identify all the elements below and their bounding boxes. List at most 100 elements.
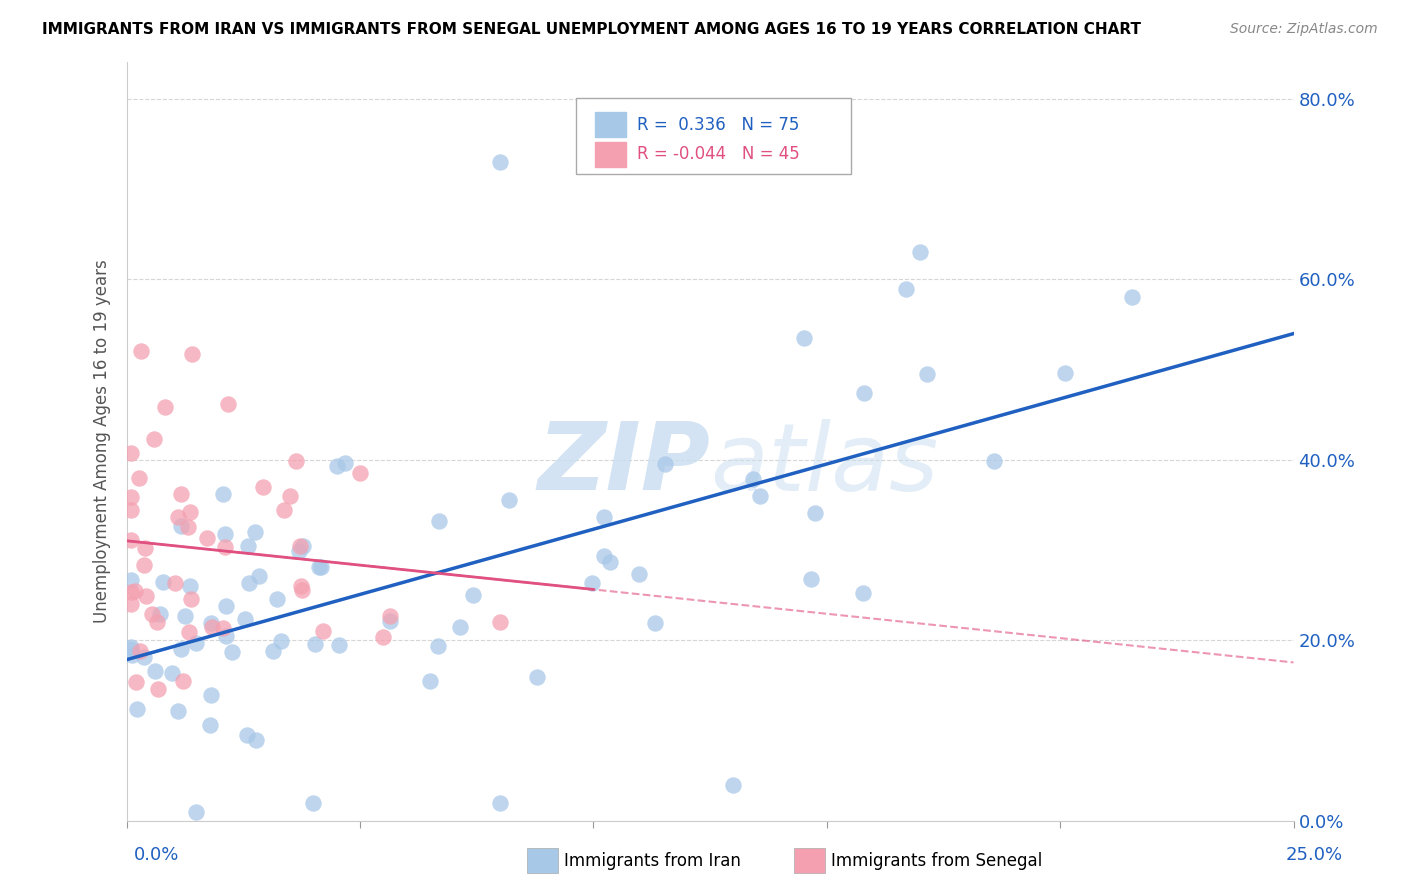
- Point: [211, 487, 233, 501]
- Point: [181, 347, 204, 361]
- Point: [167, 704, 190, 718]
- Point: [288, 544, 311, 558]
- Point: [599, 555, 621, 569]
- Point: [163, 575, 186, 590]
- Point: [292, 539, 315, 553]
- Point: [723, 778, 745, 792]
- Point: [309, 559, 332, 574]
- Point: [894, 282, 917, 296]
- Point: [742, 472, 765, 486]
- Point: [221, 645, 243, 659]
- Point: [135, 589, 157, 603]
- Point: [120, 584, 142, 599]
- Point: [177, 520, 200, 534]
- Point: [304, 637, 326, 651]
- Point: [128, 644, 150, 658]
- Text: Immigrants from Iran: Immigrants from Iran: [564, 852, 741, 870]
- Point: [238, 539, 260, 553]
- Point: [179, 625, 201, 640]
- Point: [184, 805, 207, 819]
- Point: [201, 620, 224, 634]
- Point: [627, 567, 650, 582]
- Point: [302, 796, 325, 810]
- Point: [1053, 366, 1076, 380]
- Point: [245, 733, 267, 747]
- Point: [308, 559, 330, 574]
- Point: [266, 591, 288, 606]
- Point: [120, 446, 142, 460]
- Point: [166, 510, 188, 524]
- Point: [800, 572, 823, 586]
- Point: [120, 642, 142, 657]
- Point: [200, 689, 222, 703]
- Y-axis label: Unemployment Among Ages 16 to 19 years: Unemployment Among Ages 16 to 19 years: [93, 260, 111, 624]
- Point: [378, 614, 401, 628]
- Point: [748, 489, 770, 503]
- Text: ZIP: ZIP: [537, 418, 710, 510]
- Point: [654, 457, 676, 471]
- Point: [333, 456, 356, 470]
- Point: [288, 539, 311, 553]
- Point: [214, 527, 236, 541]
- Point: [290, 579, 312, 593]
- Point: [217, 397, 239, 411]
- Point: [125, 674, 148, 689]
- Point: [143, 432, 166, 446]
- Point: [1121, 290, 1143, 304]
- Point: [419, 674, 441, 689]
- Point: [378, 609, 401, 624]
- Point: [124, 583, 146, 598]
- Point: [449, 620, 471, 634]
- Text: Source: ZipAtlas.com: Source: ZipAtlas.com: [1230, 22, 1378, 37]
- Point: [120, 533, 142, 547]
- Point: [179, 579, 201, 593]
- Point: [214, 541, 236, 555]
- Point: [172, 673, 194, 688]
- Point: [593, 549, 616, 564]
- Point: [195, 531, 218, 545]
- Point: [852, 585, 875, 599]
- Point: [291, 582, 314, 597]
- Point: [170, 487, 193, 501]
- Point: [349, 467, 371, 481]
- Point: [132, 650, 155, 665]
- Point: [278, 489, 301, 503]
- Point: [489, 154, 512, 169]
- Point: [270, 634, 292, 648]
- Point: [129, 344, 152, 359]
- Point: [120, 573, 142, 587]
- Point: [200, 718, 222, 732]
- Text: 0.0%: 0.0%: [134, 846, 179, 863]
- Point: [593, 510, 616, 524]
- Point: [233, 612, 256, 626]
- Point: [134, 558, 156, 572]
- Point: [120, 640, 142, 654]
- Point: [141, 607, 163, 621]
- Point: [120, 490, 142, 504]
- Text: R =  0.336   N = 75: R = 0.336 N = 75: [637, 116, 799, 134]
- Point: [461, 589, 484, 603]
- Point: [120, 597, 142, 611]
- Point: [371, 631, 394, 645]
- Point: [235, 728, 257, 742]
- Point: [214, 629, 236, 643]
- Point: [128, 471, 150, 485]
- Point: [121, 648, 143, 662]
- Point: [200, 615, 222, 630]
- Point: [180, 592, 202, 607]
- Point: [311, 624, 333, 638]
- Point: [143, 664, 166, 678]
- Point: [152, 574, 174, 589]
- Point: [169, 518, 191, 533]
- Point: [581, 576, 603, 591]
- Point: [427, 640, 450, 654]
- Point: [427, 514, 450, 528]
- Point: [326, 459, 349, 474]
- Point: [238, 576, 260, 591]
- Point: [186, 636, 208, 650]
- Point: [174, 609, 197, 624]
- Point: [908, 244, 931, 259]
- Point: [215, 599, 238, 614]
- Point: [804, 506, 827, 520]
- Text: R = -0.044   N = 45: R = -0.044 N = 45: [637, 145, 800, 163]
